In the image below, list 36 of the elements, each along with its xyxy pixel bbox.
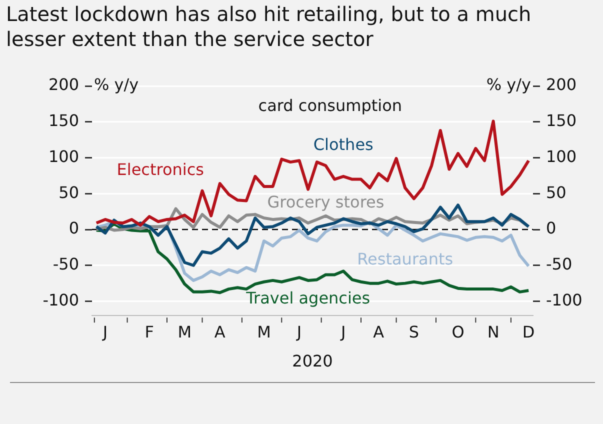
x-tick-label: J <box>102 322 108 342</box>
x-tick-label: A <box>373 322 384 342</box>
y2-tick-label: 200 <box>546 75 577 94</box>
y-tick-label: 100 <box>48 146 79 166</box>
x-tick-label: O <box>452 322 464 342</box>
y-axis-title: % y/y <box>94 75 139 94</box>
y-tick-label: 200 <box>48 75 79 94</box>
y-tick-label: 0 <box>68 218 79 238</box>
x-axis-title: 2020 <box>292 352 333 371</box>
y-tick-label: -50 <box>52 254 79 274</box>
y2-tick-label: -100 <box>546 290 582 310</box>
series-label: Grocery stores <box>267 192 384 212</box>
y2-tick-label: -50 <box>546 254 572 274</box>
x-tick-label: A <box>214 322 226 342</box>
x-tick-label: N <box>487 322 500 342</box>
y-tick-label: 50 <box>58 182 79 202</box>
y2-tick-label: 50 <box>546 182 566 202</box>
series-label: Travel agencies <box>245 288 370 308</box>
y2-tick-label: 100 <box>546 146 577 166</box>
x-tick-label: D <box>522 322 535 342</box>
y2-axis-title: % y/y <box>486 75 531 94</box>
x-tick-label: M <box>257 322 271 342</box>
y-tick-label: -100 <box>42 290 79 310</box>
y2-tick-label: 150 <box>546 111 577 130</box>
x-tick-label: F <box>144 322 154 342</box>
x-tick-label: M <box>178 322 192 342</box>
chart-title: Latest lockdown has also hit retailing, but to a much lesser extent than the service sector <box>6 2 532 52</box>
x-tick-label: J <box>340 322 346 342</box>
series-label: Restaurants <box>357 250 454 269</box>
y2-tick-label: 0 <box>546 218 556 238</box>
series-label: Electronics <box>116 160 204 180</box>
text: card consumption <box>258 96 402 115</box>
text: Clothes <box>313 134 374 154</box>
y-tick-label: 150 <box>48 111 79 130</box>
x-tick-label: S <box>408 322 420 342</box>
x-tick-label: J <box>296 322 302 342</box>
